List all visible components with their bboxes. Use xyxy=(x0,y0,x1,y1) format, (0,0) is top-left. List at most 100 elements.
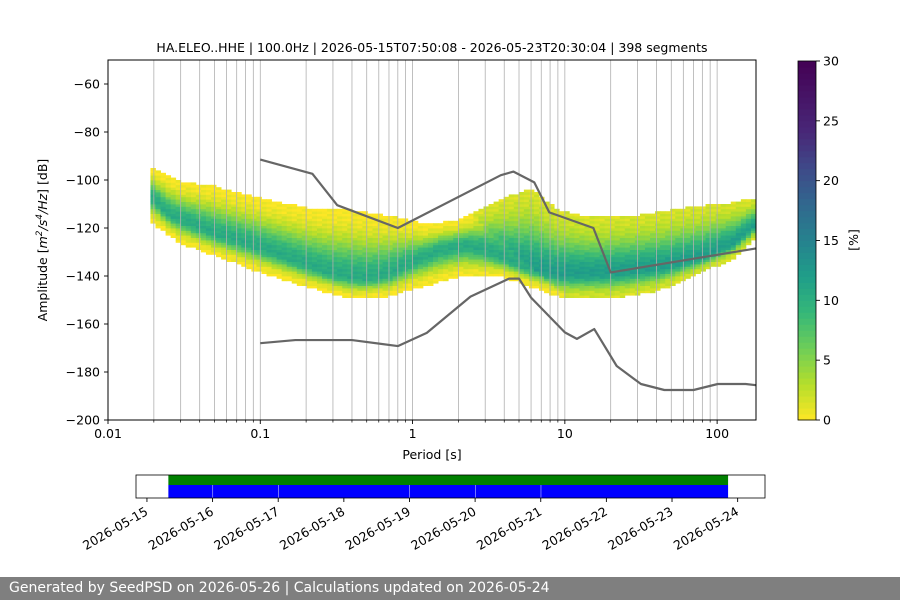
heatmap-cell xyxy=(256,237,262,241)
heatmap-cell xyxy=(150,189,156,193)
heatmap-cell xyxy=(412,256,419,260)
heatmap-cell xyxy=(644,235,651,238)
heatmap-cell xyxy=(427,283,434,286)
heatmap-cell xyxy=(539,266,545,270)
heatmap-cell xyxy=(650,273,656,277)
colorbar-tick-label: 5 xyxy=(823,353,831,368)
heatmap-cell xyxy=(311,268,318,272)
heatmap-cell xyxy=(190,218,197,222)
heatmap-cell xyxy=(549,228,555,231)
heatmap-cell xyxy=(513,268,520,272)
heatmap-cell xyxy=(251,228,257,231)
heatmap-cell xyxy=(503,266,510,270)
heatmap-cell xyxy=(544,228,550,231)
heatmap-cell xyxy=(528,213,535,217)
heatmap-cell xyxy=(523,194,530,198)
heatmap-cell xyxy=(347,271,353,274)
heatmap-cell xyxy=(589,288,595,291)
heatmap-cell xyxy=(574,247,580,250)
heatmap-cell xyxy=(372,235,378,238)
heatmap-cell xyxy=(675,208,681,212)
heatmap-cell xyxy=(362,278,368,282)
heatmap-cell xyxy=(417,266,424,270)
heatmap-cell xyxy=(503,276,510,279)
heatmap-cell xyxy=(387,278,394,282)
heatmap-cell xyxy=(422,223,429,226)
heatmap-cell xyxy=(655,288,661,291)
heatmap-cell xyxy=(266,199,272,202)
heatmap-cell xyxy=(327,240,333,243)
heatmap-cell xyxy=(231,206,237,210)
heatmap-cell xyxy=(190,208,197,212)
heatmap-cell xyxy=(473,254,479,258)
heatmap-cell xyxy=(629,218,636,222)
heatmap-cell xyxy=(655,280,661,284)
heatmap-cell xyxy=(725,204,732,207)
heatmap-cell xyxy=(710,211,717,214)
heatmap-cell xyxy=(266,240,272,243)
heatmap-cell xyxy=(443,249,449,253)
heatmap-cell xyxy=(422,271,429,274)
heatmap-cell xyxy=(660,283,666,286)
heatmap-cell xyxy=(170,230,177,234)
heatmap-cell xyxy=(508,237,515,241)
heatmap-cell xyxy=(740,218,747,222)
heatmap-cell xyxy=(443,242,449,246)
y-axis-label-part: 2 xyxy=(35,230,45,236)
heatmap-cell xyxy=(382,249,389,253)
heatmap-cell xyxy=(533,211,540,214)
heatmap-cell xyxy=(337,290,343,294)
heatmap-cell xyxy=(357,230,363,234)
heatmap-cell xyxy=(619,264,626,267)
heatmap-cell xyxy=(574,252,580,255)
heatmap-cell xyxy=(650,230,656,234)
heatmap-cell xyxy=(695,232,701,236)
heatmap-cell xyxy=(387,249,394,253)
heatmap-cell xyxy=(251,240,257,243)
heatmap-cell xyxy=(528,218,535,222)
heatmap-cell xyxy=(150,192,156,195)
heatmap-cell xyxy=(554,240,560,243)
heatmap-cell xyxy=(523,208,530,212)
heatmap-cell xyxy=(266,218,272,222)
heatmap-cell xyxy=(604,223,611,226)
heatmap-cell xyxy=(185,218,192,222)
heatmap-cell xyxy=(453,256,459,260)
heatmap-cell xyxy=(559,232,565,236)
heatmap-cell xyxy=(619,290,626,294)
heatmap-cell xyxy=(251,201,257,205)
heatmap-cell xyxy=(579,283,585,286)
heatmap-cell xyxy=(695,271,701,274)
heatmap-cell xyxy=(412,266,419,270)
heatmap-cell xyxy=(377,254,383,258)
colorbar-segment xyxy=(798,66,816,74)
heatmap-cell xyxy=(367,266,373,270)
heatmap-cell xyxy=(185,240,192,243)
heatmap-cell xyxy=(387,240,394,243)
heatmap-cell xyxy=(695,213,701,217)
heatmap-cell xyxy=(246,208,252,212)
heatmap-cell xyxy=(518,266,525,270)
heatmap-cell xyxy=(407,264,414,267)
heatmap-cell xyxy=(735,218,742,222)
heatmap-cell xyxy=(286,213,293,217)
heatmap-cell xyxy=(377,235,383,238)
heatmap-cell xyxy=(528,268,535,272)
heatmap-cell xyxy=(508,256,515,260)
heatmap-cell xyxy=(291,268,298,272)
heatmap-cell xyxy=(705,211,711,214)
heatmap-cell xyxy=(165,182,172,186)
heatmap-cell xyxy=(407,285,414,289)
heatmap-cell xyxy=(493,204,500,207)
heatmap-cell xyxy=(523,199,530,202)
heatmap-cell xyxy=(160,206,166,210)
heatmap-cell xyxy=(589,223,595,226)
heatmap-cell xyxy=(665,268,671,272)
heatmap-cell xyxy=(362,218,368,222)
heatmap-cell xyxy=(619,252,626,255)
heatmap-cell xyxy=(609,228,616,231)
heatmap-cell xyxy=(271,232,278,236)
heatmap-cell xyxy=(322,276,328,279)
heatmap-cell xyxy=(342,254,348,258)
heatmap-cell xyxy=(528,201,535,205)
